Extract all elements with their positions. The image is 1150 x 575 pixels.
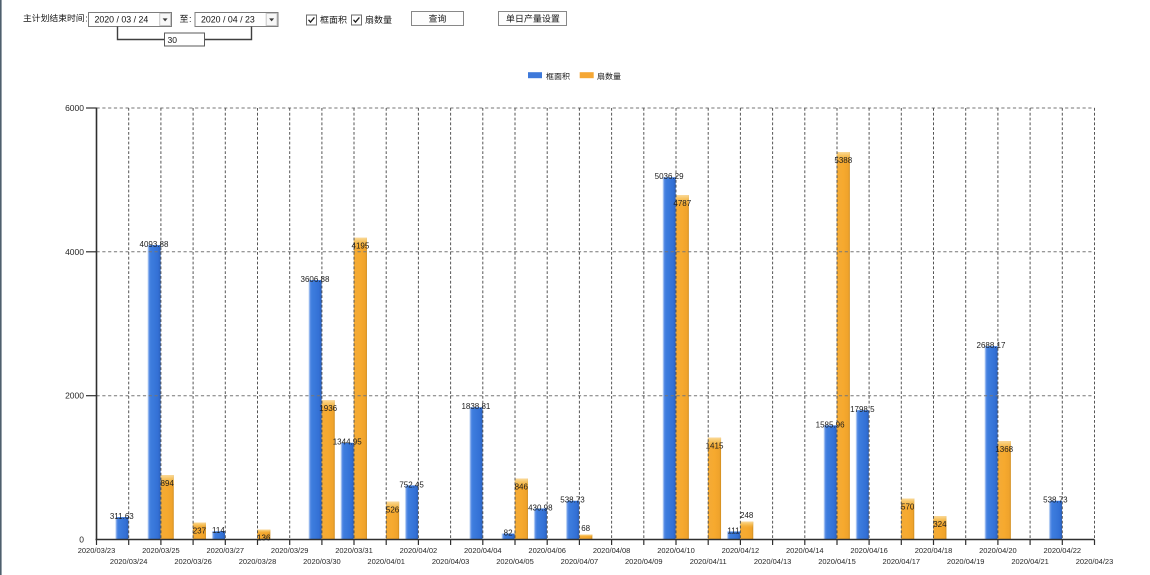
svg-text:82: 82	[504, 529, 513, 538]
svg-text:114: 114	[212, 526, 225, 535]
svg-text:2020/04/17: 2020/04/17	[883, 557, 921, 566]
svg-text:4000: 4000	[65, 247, 84, 257]
svg-text:570: 570	[901, 502, 915, 511]
svg-text:2020/04/12: 2020/04/12	[722, 546, 760, 555]
svg-text:68: 68	[581, 524, 590, 533]
svg-text:430.98: 430.98	[528, 503, 553, 512]
svg-text:2020/04/19: 2020/04/19	[947, 557, 985, 566]
svg-text:2020/04/13: 2020/04/13	[754, 557, 792, 566]
svg-text:2020/03/30: 2020/03/30	[303, 557, 341, 566]
svg-text:2020/04/18: 2020/04/18	[915, 546, 953, 555]
svg-text:1344.95: 1344.95	[333, 438, 362, 447]
svg-text:30: 30	[168, 35, 178, 45]
svg-text:2020/03/25: 2020/03/25	[142, 546, 180, 555]
svg-text:2020/04/08: 2020/04/08	[593, 546, 631, 555]
svg-text:2020/03/31: 2020/03/31	[335, 546, 373, 555]
svg-text:2020 / 04 / 23: 2020 / 04 / 23	[201, 14, 255, 24]
svg-text:1585.96: 1585.96	[816, 420, 845, 429]
svg-text:6000: 6000	[65, 103, 84, 113]
svg-text:2020/04/03: 2020/04/03	[432, 557, 470, 566]
svg-text:311.63: 311.63	[110, 512, 134, 521]
svg-text:2020/03/29: 2020/03/29	[271, 546, 309, 555]
svg-text:1936: 1936	[319, 404, 337, 413]
svg-text:324: 324	[933, 520, 947, 529]
svg-text:0: 0	[79, 535, 84, 545]
svg-text:1838.81: 1838.81	[461, 402, 490, 411]
svg-text:248: 248	[740, 511, 754, 520]
svg-text:2020/04/10: 2020/04/10	[657, 546, 695, 555]
svg-text:4093.88: 4093.88	[140, 240, 169, 249]
svg-text:526: 526	[386, 506, 400, 515]
svg-text:2020/03/27: 2020/03/27	[207, 546, 245, 555]
svg-text:2020/04/21: 2020/04/21	[1011, 557, 1049, 566]
svg-text:1798.5: 1798.5	[850, 405, 875, 414]
svg-text:2020/04/01: 2020/04/01	[367, 557, 405, 566]
svg-text:5388: 5388	[834, 156, 852, 165]
svg-text:752.45: 752.45	[399, 480, 424, 489]
svg-text:2020/04/05: 2020/04/05	[496, 557, 534, 566]
svg-text:2020/04/16: 2020/04/16	[850, 546, 888, 555]
svg-text:2020/04/23: 2020/04/23	[1076, 557, 1114, 566]
svg-text:2020/04/11: 2020/04/11	[690, 557, 727, 566]
svg-text:2020/04/07: 2020/04/07	[561, 557, 599, 566]
svg-text:3606.88: 3606.88	[301, 275, 330, 284]
svg-text:2020/04/02: 2020/04/02	[400, 546, 438, 555]
svg-text:2020/04/22: 2020/04/22	[1044, 546, 1082, 555]
svg-text:2000: 2000	[65, 391, 84, 401]
svg-text:4195: 4195	[352, 242, 370, 251]
svg-text:2020 / 03 / 24: 2020 / 03 / 24	[95, 14, 149, 24]
svg-text:5036.29: 5036.29	[655, 172, 684, 181]
svg-text:2020/04/06: 2020/04/06	[528, 546, 566, 555]
svg-text:2020/04/20: 2020/04/20	[979, 546, 1017, 555]
svg-text::: :	[85, 13, 88, 23]
svg-text:2020/04/04: 2020/04/04	[464, 546, 502, 555]
svg-text:2020/03/23: 2020/03/23	[78, 546, 116, 555]
svg-text:2020/03/24: 2020/03/24	[110, 557, 148, 566]
svg-text:4787: 4787	[673, 199, 691, 208]
svg-text:894: 894	[161, 479, 175, 488]
svg-text:111: 111	[727, 526, 740, 535]
svg-text:846: 846	[515, 483, 529, 492]
svg-text:538.73: 538.73	[560, 496, 585, 505]
svg-text:538.73: 538.73	[1043, 496, 1068, 505]
svg-text:237: 237	[193, 526, 207, 535]
svg-text:2688.17: 2688.17	[977, 341, 1006, 350]
svg-text:2020/04/09: 2020/04/09	[625, 557, 663, 566]
svg-text:2020/04/14: 2020/04/14	[786, 546, 824, 555]
svg-text:2020/03/28: 2020/03/28	[239, 557, 277, 566]
svg-text:1415: 1415	[706, 442, 724, 451]
svg-text:2020/04/15: 2020/04/15	[818, 557, 856, 566]
svg-text:1368: 1368	[995, 445, 1013, 454]
svg-text::: :	[189, 14, 192, 24]
svg-text:2020/03/26: 2020/03/26	[174, 557, 212, 566]
svg-text:136: 136	[257, 534, 271, 543]
